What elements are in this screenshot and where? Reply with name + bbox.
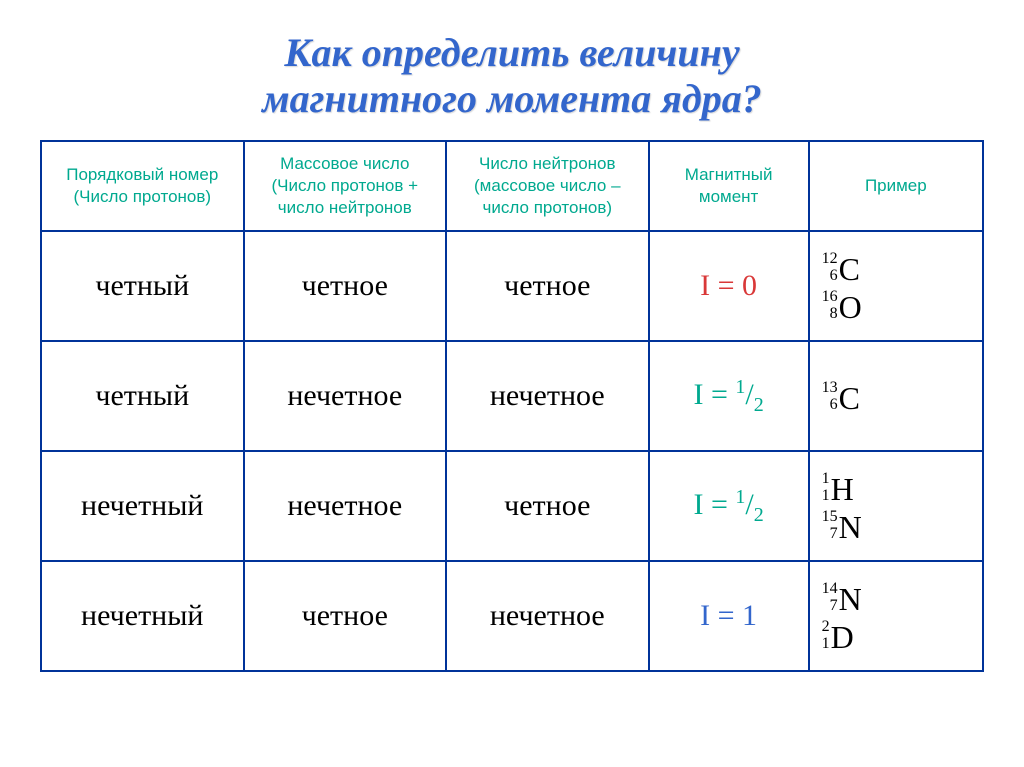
col-header-moment: Магнитныймомент [649,141,809,231]
isotope: 157N [822,506,862,544]
table-header-row: Порядковый номер(Число протонов) Массово… [41,141,983,231]
table-row: нечетныйчетноенечетноеI = 1147N21D [41,561,983,671]
col-header-mass-number: Массовое число(Число протонов +число ней… [244,141,447,231]
table-row: нечетныйнечетноечетноеI = 1/211H157N [41,451,983,561]
isotope: 11H [822,468,854,506]
isotope-numbers: 21 [822,619,830,653]
cell-moment: I = 0 [649,231,809,341]
cell-moment: I = 1/2 [649,451,809,561]
cell-neutron-parity: нечетное [446,561,649,671]
mass-number: 15 [822,509,838,526]
isotope: 136C [822,377,860,415]
fraction-num: 1 [735,486,745,508]
element-symbol: C [839,382,860,414]
title-line-2: магнитного момента ядра? [262,76,762,121]
moment-value: I = 1/2 [693,378,763,411]
fraction-num: 1 [735,376,745,398]
isotope: 21D [822,616,854,654]
header-text: Пример [865,176,927,195]
mass-number: 13 [822,380,838,397]
atomic-number: 7 [822,526,838,543]
isotope-numbers: 136 [822,380,838,414]
cell-mass-parity: четное [244,561,447,671]
cell-mass-parity: четное [244,231,447,341]
fraction-den: 2 [754,394,764,416]
mass-number: 12 [822,251,838,268]
isotope-numbers: 157 [822,509,838,543]
element-symbol: D [831,621,854,653]
atomic-number: 1 [822,488,830,505]
header-text: Магнитныймомент [685,165,773,206]
slide: Как определить величину магнитного момен… [0,0,1024,767]
page-title: Как определить величину магнитного момен… [40,30,984,122]
cell-examples: 136C [809,341,983,451]
element-symbol: H [831,473,854,505]
element-symbol: O [839,291,862,323]
cell-atomic-parity: нечетный [41,561,244,671]
atomic-number: 6 [822,268,838,285]
cell-neutron-parity: четное [446,231,649,341]
col-header-neutrons: Число нейтронов(массовое число –число пр… [446,141,649,231]
isotope-numbers: 126 [822,251,838,285]
moment-value: I = 1/2 [693,488,763,521]
fraction-den: 2 [754,504,764,526]
element-symbol: C [839,253,860,285]
atomic-number: 6 [822,397,838,414]
header-text: Число нейтронов(массовое число –число пр… [474,154,621,217]
nuclear-spin-table: Порядковый номер(Число протонов) Массово… [40,140,984,672]
cell-neutron-parity: четное [446,451,649,561]
title-line-1: Как определить величину [284,30,739,75]
header-text: Массовое число(Число протонов +число ней… [271,154,418,217]
table-body: четныйчетноечетноеI = 0126C168Oчетныйнеч… [41,231,983,671]
table-row: четныйчетноечетноеI = 0126C168O [41,231,983,341]
mass-number: 14 [822,581,838,598]
mass-number: 1 [822,471,830,488]
cell-examples: 126C168O [809,231,983,341]
atomic-number: 7 [822,598,838,615]
col-header-atomic-number: Порядковый номер(Число протонов) [41,141,244,231]
col-header-example: Пример [809,141,983,231]
atomic-number: 1 [822,636,830,653]
element-symbol: N [839,583,862,615]
isotope: 126C [822,248,860,286]
cell-mass-parity: нечетное [244,341,447,451]
table-row: четныйнечетноенечетноеI = 1/2136C [41,341,983,451]
mass-number: 16 [822,289,838,306]
isotope-numbers: 147 [822,581,838,615]
element-symbol: N [839,511,862,543]
cell-neutron-parity: нечетное [446,341,649,451]
cell-moment: I = 1/2 [649,341,809,451]
isotope-numbers: 11 [822,471,830,505]
cell-examples: 147N21D [809,561,983,671]
moment-value: I = 1 [700,599,757,632]
isotope: 147N [822,578,862,616]
isotope-numbers: 168 [822,289,838,323]
cell-atomic-parity: четный [41,341,244,451]
header-text: Порядковый номер(Число протонов) [66,165,218,206]
cell-atomic-parity: четный [41,231,244,341]
cell-mass-parity: нечетное [244,451,447,561]
isotope: 168O [822,286,862,324]
cell-moment: I = 1 [649,561,809,671]
mass-number: 2 [822,619,830,636]
atomic-number: 8 [822,306,838,323]
cell-examples: 11H157N [809,451,983,561]
moment-value: I = 0 [700,269,757,302]
cell-atomic-parity: нечетный [41,451,244,561]
